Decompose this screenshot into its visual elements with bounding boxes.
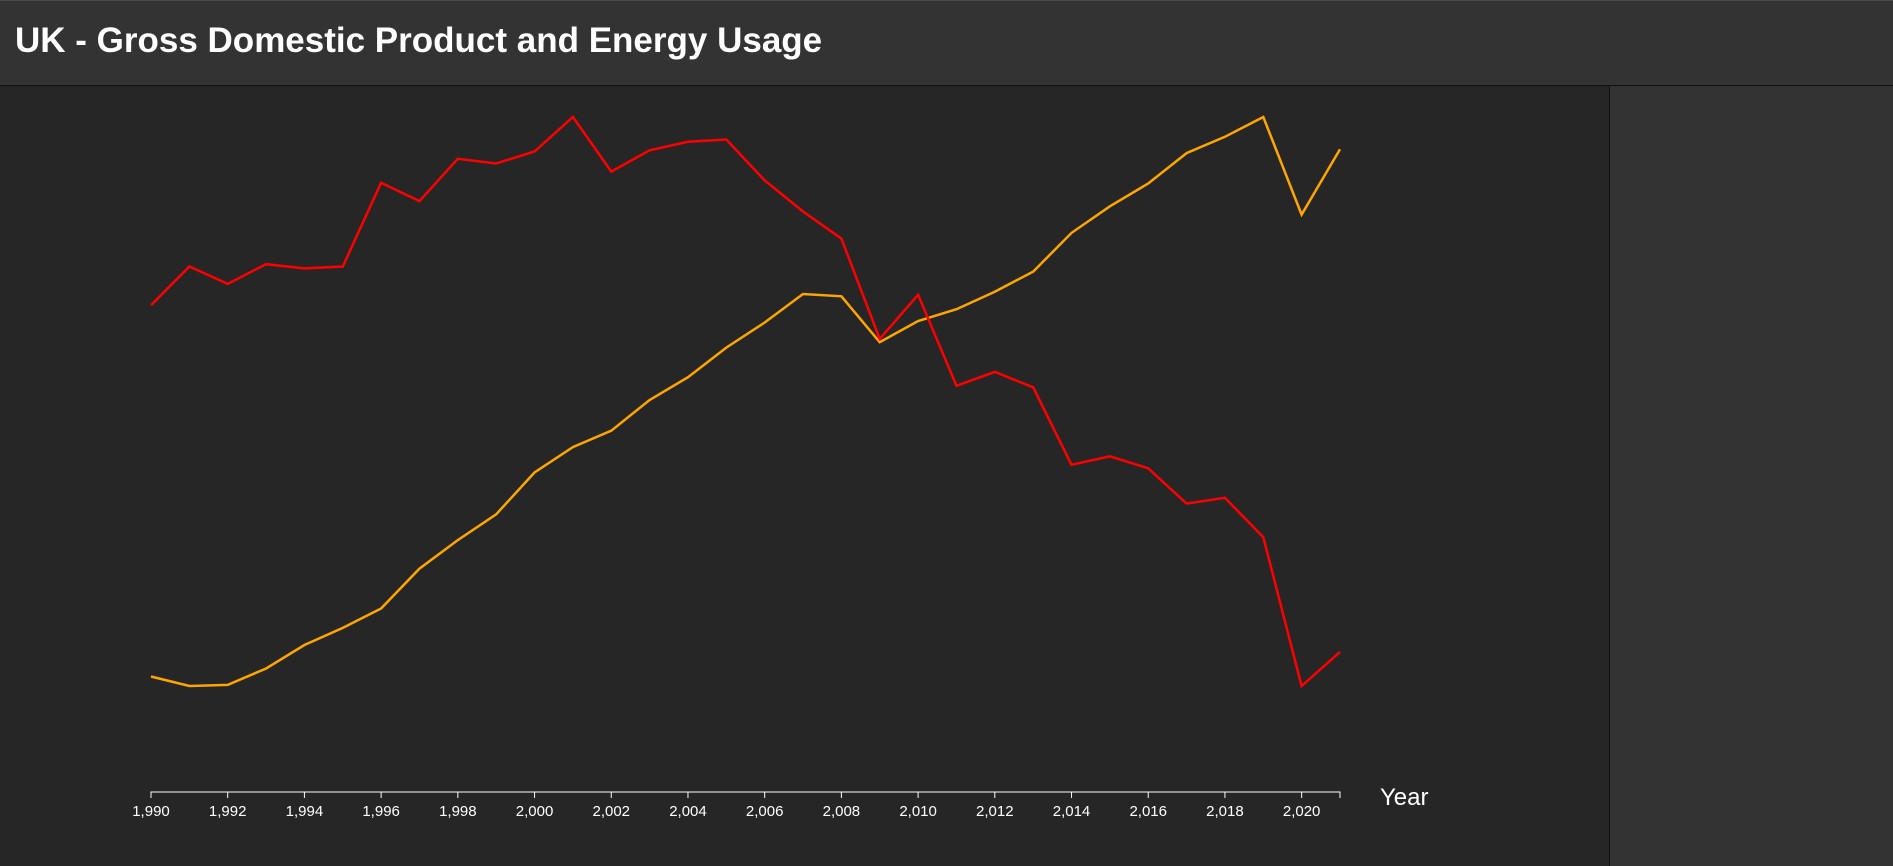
- x-tick-label: 1,992: [209, 803, 247, 820]
- x-axis: 1,990 1,992 1,994 1,996 1,998 2,000 2,002 2,004…: [132, 791, 1341, 820]
- x-tick-label: 1,994: [286, 803, 324, 820]
- series-line-2: [150, 115, 1341, 689]
- x-tick-label: 2,006: [746, 803, 784, 820]
- x-tick-label: 2,016: [1129, 803, 1167, 820]
- page-title: UK - Gross Domestic Product and Energy U…: [15, 21, 823, 60]
- x-tick-label: 2,002: [592, 803, 630, 820]
- x-tick-label: 2,004: [669, 803, 707, 820]
- x-tick-label: 2,014: [1053, 803, 1091, 820]
- line-chart: 1,990 1,992 1,994 1,996 1,998 2,000 2,002 2,004…: [132, 115, 1429, 820]
- x-tick-label: 1,998: [439, 803, 477, 820]
- series-line-1: [150, 115, 1342, 688]
- header-bar: UK - Gross Domestic Product and Energy U…: [0, 0, 1893, 86]
- x-tick-label: 1,990: [132, 803, 170, 820]
- x-tick-label: 2,010: [899, 803, 937, 820]
- x-tick-label: 2,020: [1283, 803, 1321, 820]
- side-panel: [1609, 86, 1893, 866]
- x-axis-title: Year: [1380, 784, 1429, 811]
- chart-panel: 1,990 1,992 1,994 1,996 1,998 2,000 2,002 2,004…: [0, 86, 1609, 866]
- x-tick-label: 2,012: [976, 803, 1014, 820]
- x-tick-label: 1,996: [362, 803, 400, 820]
- series-layer: [150, 115, 1342, 689]
- x-tick-label: 2,000: [516, 803, 554, 820]
- x-axis-line: [150, 791, 1341, 798]
- x-tick-label: 2,008: [823, 803, 861, 820]
- x-tick-label: 2,018: [1206, 803, 1244, 820]
